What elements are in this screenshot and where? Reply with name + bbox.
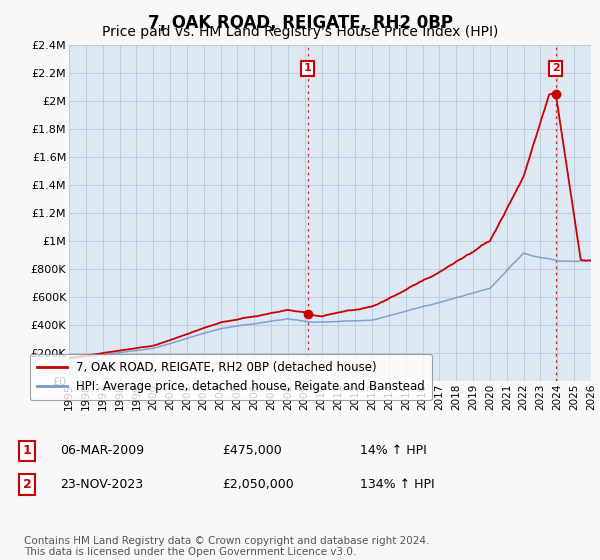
Text: 1: 1 bbox=[23, 444, 31, 458]
Text: 2: 2 bbox=[23, 478, 31, 491]
Text: £475,000: £475,000 bbox=[222, 444, 282, 458]
Text: 2: 2 bbox=[552, 63, 560, 73]
Text: 06-MAR-2009: 06-MAR-2009 bbox=[60, 444, 144, 458]
Text: Contains HM Land Registry data © Crown copyright and database right 2024.
This d: Contains HM Land Registry data © Crown c… bbox=[24, 535, 430, 557]
Text: 23-NOV-2023: 23-NOV-2023 bbox=[60, 478, 143, 491]
Text: Price paid vs. HM Land Registry's House Price Index (HPI): Price paid vs. HM Land Registry's House … bbox=[102, 25, 498, 39]
Legend: 7, OAK ROAD, REIGATE, RH2 0BP (detached house), HPI: Average price, detached hou: 7, OAK ROAD, REIGATE, RH2 0BP (detached … bbox=[30, 354, 432, 400]
Text: 1: 1 bbox=[304, 63, 311, 73]
Text: 7, OAK ROAD, REIGATE, RH2 0BP: 7, OAK ROAD, REIGATE, RH2 0BP bbox=[148, 14, 452, 32]
Text: £2,050,000: £2,050,000 bbox=[222, 478, 294, 491]
Text: 134% ↑ HPI: 134% ↑ HPI bbox=[360, 478, 434, 491]
Text: 14% ↑ HPI: 14% ↑ HPI bbox=[360, 444, 427, 458]
